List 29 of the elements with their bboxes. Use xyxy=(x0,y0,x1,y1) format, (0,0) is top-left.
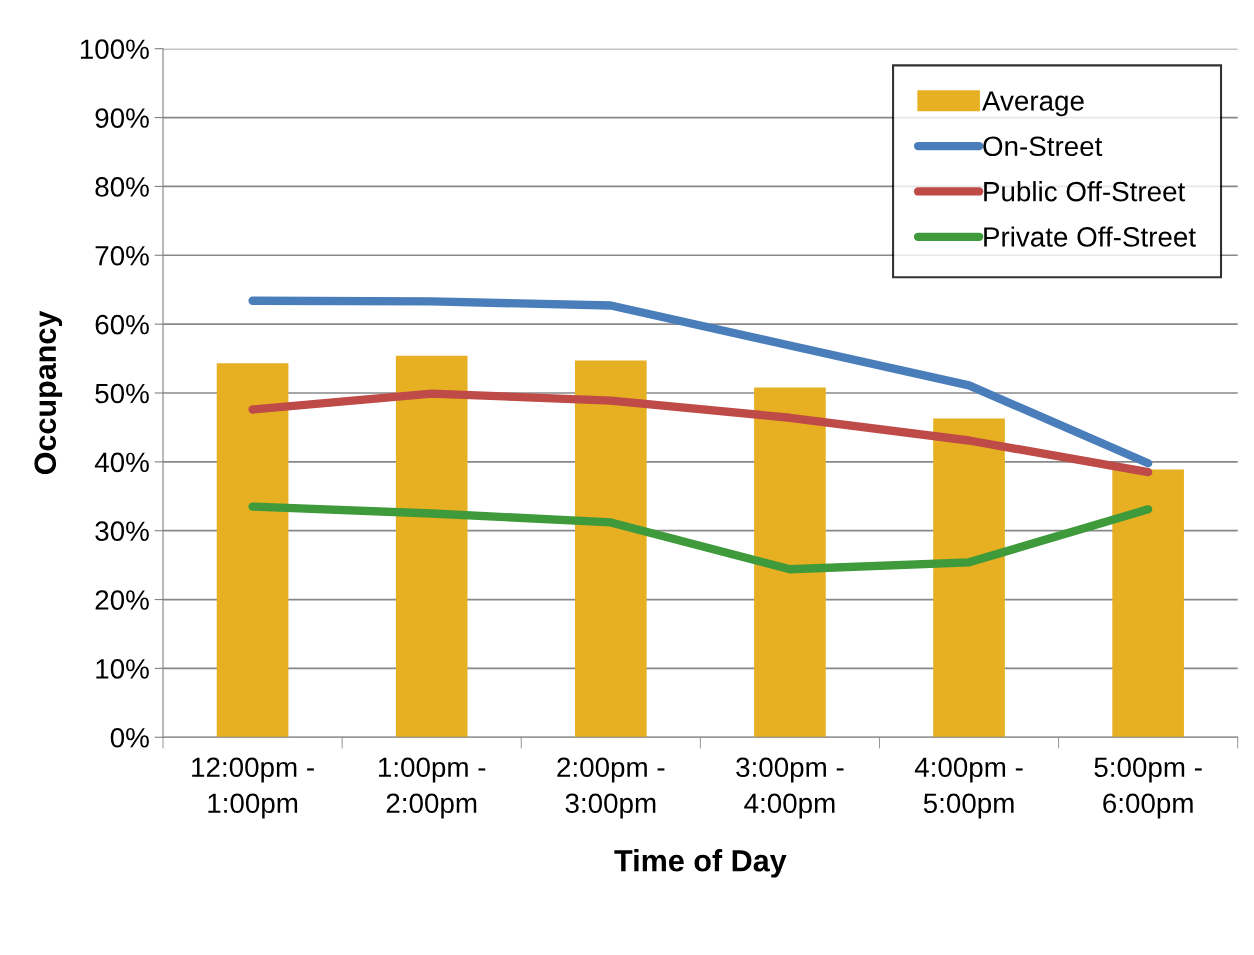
y-tick-label: 20% xyxy=(95,590,149,610)
y-tick-label: 70% xyxy=(95,245,149,266)
y-tick-label: 90% xyxy=(95,108,149,128)
x-tick-label: 5:00pm - 6:00pm xyxy=(1094,757,1202,819)
bar xyxy=(216,363,289,738)
y-tick-label: 60% xyxy=(95,314,149,335)
y-tick-label: 100% xyxy=(80,39,149,60)
y-tick-label: 0% xyxy=(110,727,149,748)
bar xyxy=(933,418,1005,738)
bar xyxy=(1112,469,1184,738)
x-tick-label: 1:00pm - 2:00pm xyxy=(379,757,486,819)
legend-label: Public Off-Street xyxy=(984,181,1186,202)
bar xyxy=(395,355,468,738)
y-tick-label: 40% xyxy=(94,452,149,473)
x-tick-label: 3:00pm - 4:00pm xyxy=(736,757,844,819)
legend-label: Private Off-Street xyxy=(984,226,1196,247)
x-tick-label: 4:00pm - 5:00pm xyxy=(914,757,1023,819)
x-axis-title: Time of Day xyxy=(614,849,787,878)
bar xyxy=(754,387,826,738)
y-tick-label: 50% xyxy=(95,383,149,404)
legend-label: Average xyxy=(982,91,1084,117)
x-tick-label: 2:00pm - 3:00pm xyxy=(557,757,665,819)
y-axis-title: Occupancy xyxy=(34,310,63,475)
y-tick-label: 80% xyxy=(95,177,149,197)
y-tick-label: 10% xyxy=(96,659,149,679)
x-tick-label: 12:00pm - 1:00pm xyxy=(192,757,314,819)
legend-label: On-Street xyxy=(983,136,1103,157)
y-tick-label: 30% xyxy=(95,521,149,542)
bar xyxy=(574,360,647,738)
